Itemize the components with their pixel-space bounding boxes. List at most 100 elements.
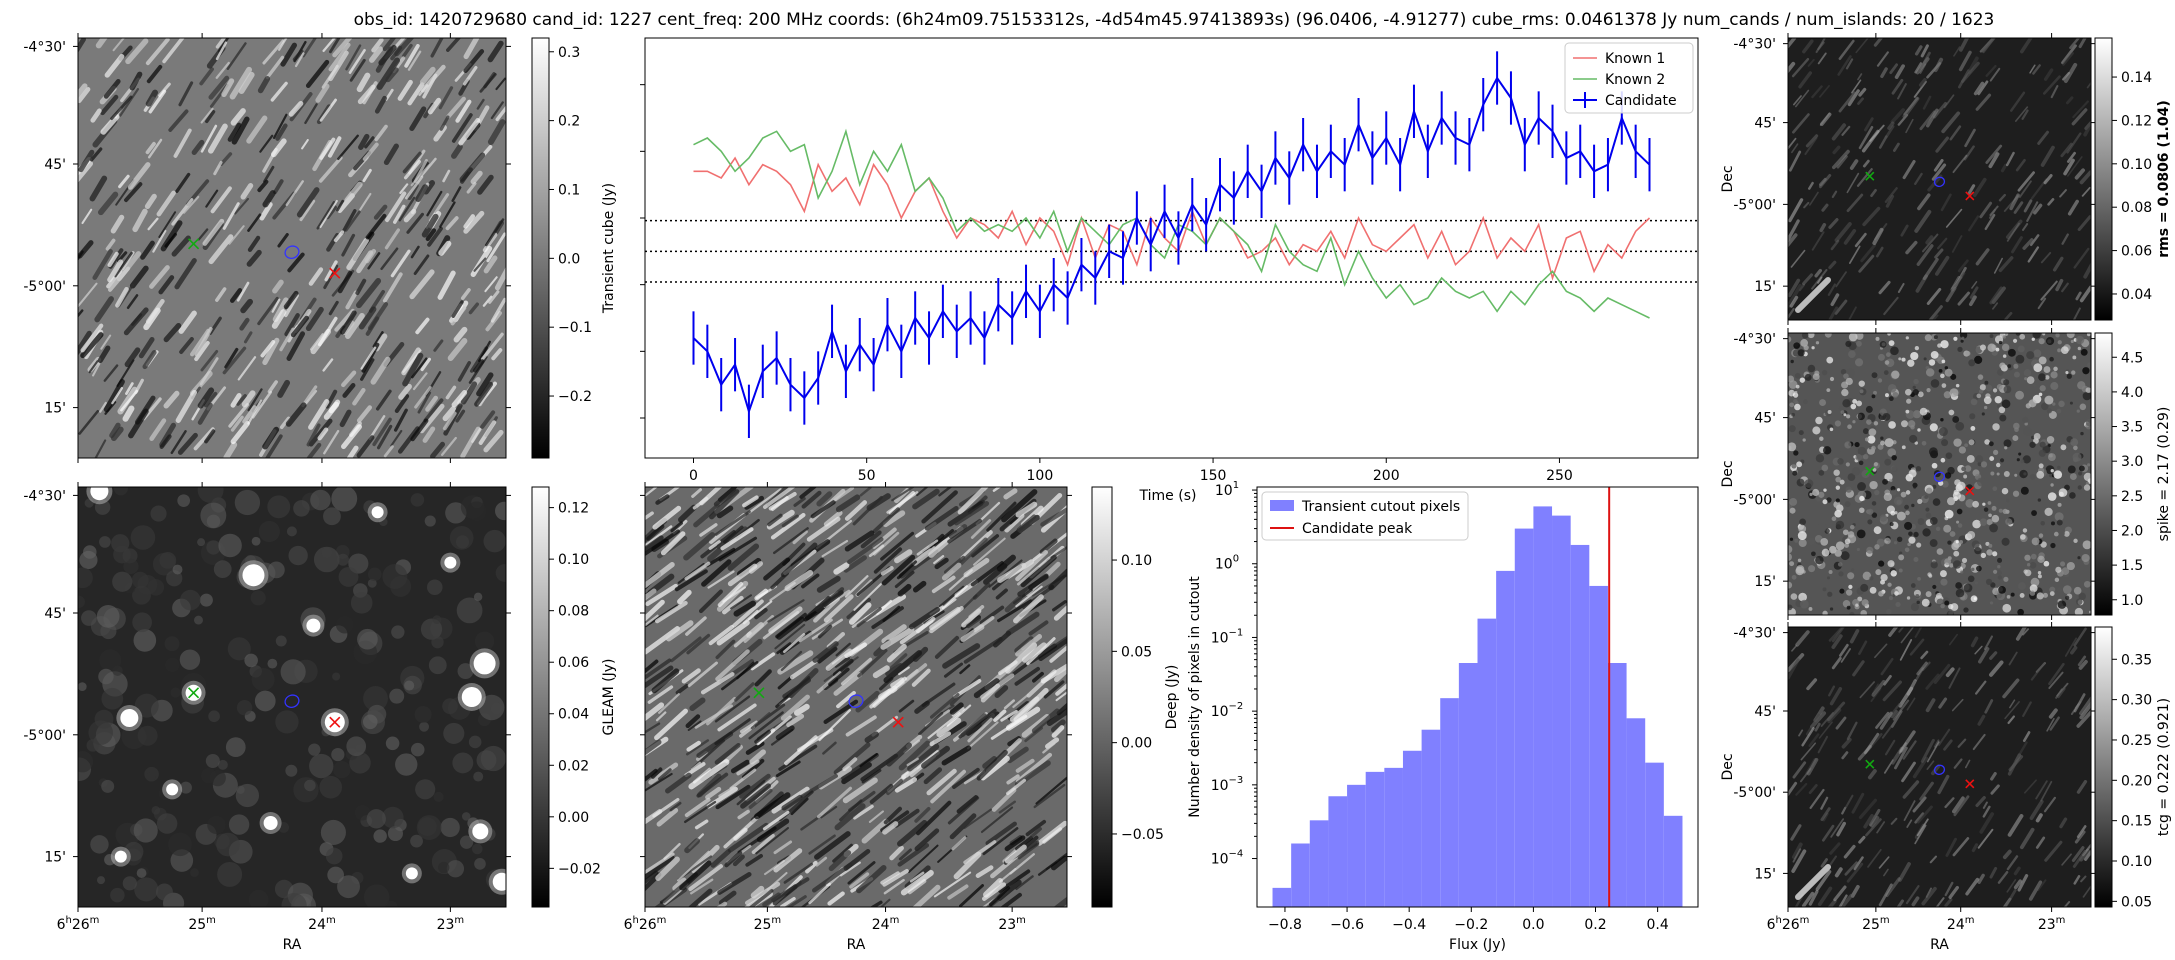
colorbar: [531, 486, 550, 908]
x-axis-label: Time (s): [1139, 488, 1197, 504]
legend-swatch: [1270, 500, 1294, 511]
colorbar-tick-label: 3.0: [2121, 454, 2143, 470]
histogram-bar: [1552, 515, 1571, 907]
colorbar-tick-label: 0.10: [1121, 553, 1152, 569]
histogram-bar: [1496, 570, 1515, 907]
known-1-marker: [187, 238, 200, 250]
y-tick-label: 10−3: [1211, 775, 1244, 794]
colorbar-tick-label: 0.05: [2121, 894, 2152, 910]
legend-box: [1261, 491, 1469, 541]
series-line: [693, 156, 1651, 281]
panel-histogram: −0.8 −0.6 −0.4 −0.2 0.0 0.2 0.4 101 100 10−1 10−2 1…: [1187, 480, 1699, 953]
y-tick-label: 10−2: [1211, 701, 1244, 720]
histogram-bars: [1272, 506, 1683, 907]
panel-tcg: 6h26m 25m 24m 23m -4°30' 45' -5°00' 15' RA Dec 0.3…: [1720, 622, 2172, 953]
ra-axis-label: RA: [847, 937, 866, 953]
dec-tick-label: 15': [1754, 279, 1776, 295]
colorbar-tick-label: 0.1: [558, 182, 580, 198]
dec-tick-label: 15': [1754, 574, 1776, 590]
colorbar-tick-label: 1.0: [2121, 593, 2143, 609]
ra-tick-label: 6h26m: [57, 915, 100, 933]
known-1-marker: [1865, 466, 1875, 476]
series-line: [692, 76, 1651, 415]
histogram-bar: [1458, 663, 1478, 907]
colorbar-label: rms = 0.0806 (1.04): [2156, 100, 2172, 258]
colorbar: [1091, 486, 1113, 908]
colorbar: [2094, 37, 2113, 321]
image-frame: [77, 486, 507, 908]
colorbar-tick-label: 4.0: [2121, 385, 2143, 401]
x-tick-label: 0: [689, 468, 698, 484]
colorbar-tick-label: 4.5: [2121, 350, 2143, 366]
x-tick-label: 250: [1546, 468, 1573, 484]
legend-entry: Known 1: [1605, 51, 1665, 67]
ra-tick-label: 23m: [998, 915, 1026, 933]
colorbar-tick-label: 0.08: [558, 604, 589, 620]
legend-entry: Transient cutout pixels: [1301, 499, 1460, 515]
colorbar-tick-label: 0.14: [2121, 70, 2152, 86]
colorbar-tick-label: 0.15: [2121, 814, 2152, 830]
histogram-bar: [1365, 771, 1385, 907]
dec-tick-label: 45': [1754, 704, 1776, 720]
colorbar-tick-label: 0.35: [2121, 652, 2152, 668]
dec-tick-label: -5°00': [1733, 197, 1776, 213]
image-texture: [1788, 333, 2091, 615]
colorbar: [531, 37, 550, 459]
histogram-bar: [1421, 729, 1441, 907]
x-tick-label: −0.4: [1392, 917, 1426, 933]
ra-tick-label: 6h26m: [1767, 915, 1810, 933]
ra-tick-label: 24m: [872, 915, 900, 933]
ra-tick-label: 23m: [437, 915, 465, 933]
legend: Transient cutout pixels Candidate peak: [1261, 491, 1469, 541]
dec-axis-label: Dec: [1720, 753, 1736, 780]
dec-tick-label: -5°00': [1733, 785, 1776, 801]
x-tick-label: −0.8: [1268, 917, 1302, 933]
y-axis-label: Number density of pixels in cutout: [1187, 576, 1203, 818]
candidate-marker: [848, 694, 864, 708]
histogram-bar: [1477, 618, 1497, 907]
plot-frame: [1256, 486, 1699, 908]
colorbar-tick-label: 2.5: [2121, 489, 2143, 505]
dec-tick-label: -4°30': [1733, 332, 1776, 348]
known-2-marker: [892, 716, 904, 728]
dec-tick-label: 15': [44, 850, 66, 866]
dec-tick-label: 15': [44, 401, 66, 417]
image-texture: [645, 487, 1067, 907]
histogram-bar: [1645, 762, 1664, 907]
panel-transient-cube: -4°30'45'-5°00'15'Dec0.30.20.10.0−0.1−0.…: [23, 33, 617, 463]
histogram-bar: [1570, 544, 1590, 907]
histogram-bar: [1347, 784, 1366, 907]
histogram-bar: [1328, 796, 1348, 907]
colorbar-tick-label: 0.10: [558, 552, 589, 568]
colorbar-tick-label: 0.25: [2121, 733, 2152, 749]
colorbar-label: spike = 2.17 (0.29): [2156, 407, 2172, 542]
image-frame: [644, 486, 1068, 908]
colorbar-label: Deep (Jy): [1164, 665, 1180, 730]
candidate-marker: [1933, 176, 1946, 188]
colorbar-tick-label: 0.04: [558, 707, 589, 723]
ra-tick-label: 25m: [754, 915, 782, 933]
image-texture: [1788, 627, 2091, 907]
x-tick-label: 150: [1200, 468, 1227, 484]
legend-entry: Known 2: [1605, 72, 1665, 88]
dec-tick-label: 45': [1754, 411, 1776, 427]
histogram-bar: [1272, 887, 1292, 907]
colorbar-tick-label: −0.1: [558, 320, 592, 336]
series-known-2: [693, 128, 1650, 319]
histogram-bar: [1533, 506, 1553, 907]
dec-tick-label: -5°00': [23, 279, 66, 295]
image-frame: [1787, 332, 2092, 616]
panel-rms: -4°30' 45' -5°00' 15' Dec 0.14 0.12 0.10 0.08 0.0…: [1720, 33, 2172, 325]
colorbar-tick-label: −0.2: [558, 389, 592, 405]
image-frame: [77, 37, 507, 459]
colorbar-tick-label: 0.30: [2121, 693, 2152, 709]
dec-tick-label: -4°30': [23, 39, 66, 55]
dec-tick-label: 45': [44, 606, 66, 622]
colorbar-tick-label: 2.0: [2121, 523, 2143, 539]
ra-tick-label: 25m: [188, 915, 216, 933]
dec-tick-label: 15': [1754, 866, 1776, 882]
colorbar-tick-label: 0.05: [1121, 644, 1152, 660]
x-tick-label: −0.2: [1454, 917, 1488, 933]
dec-tick-label: -4°30': [1733, 37, 1776, 53]
dec-tick-label: 45': [1754, 116, 1776, 132]
